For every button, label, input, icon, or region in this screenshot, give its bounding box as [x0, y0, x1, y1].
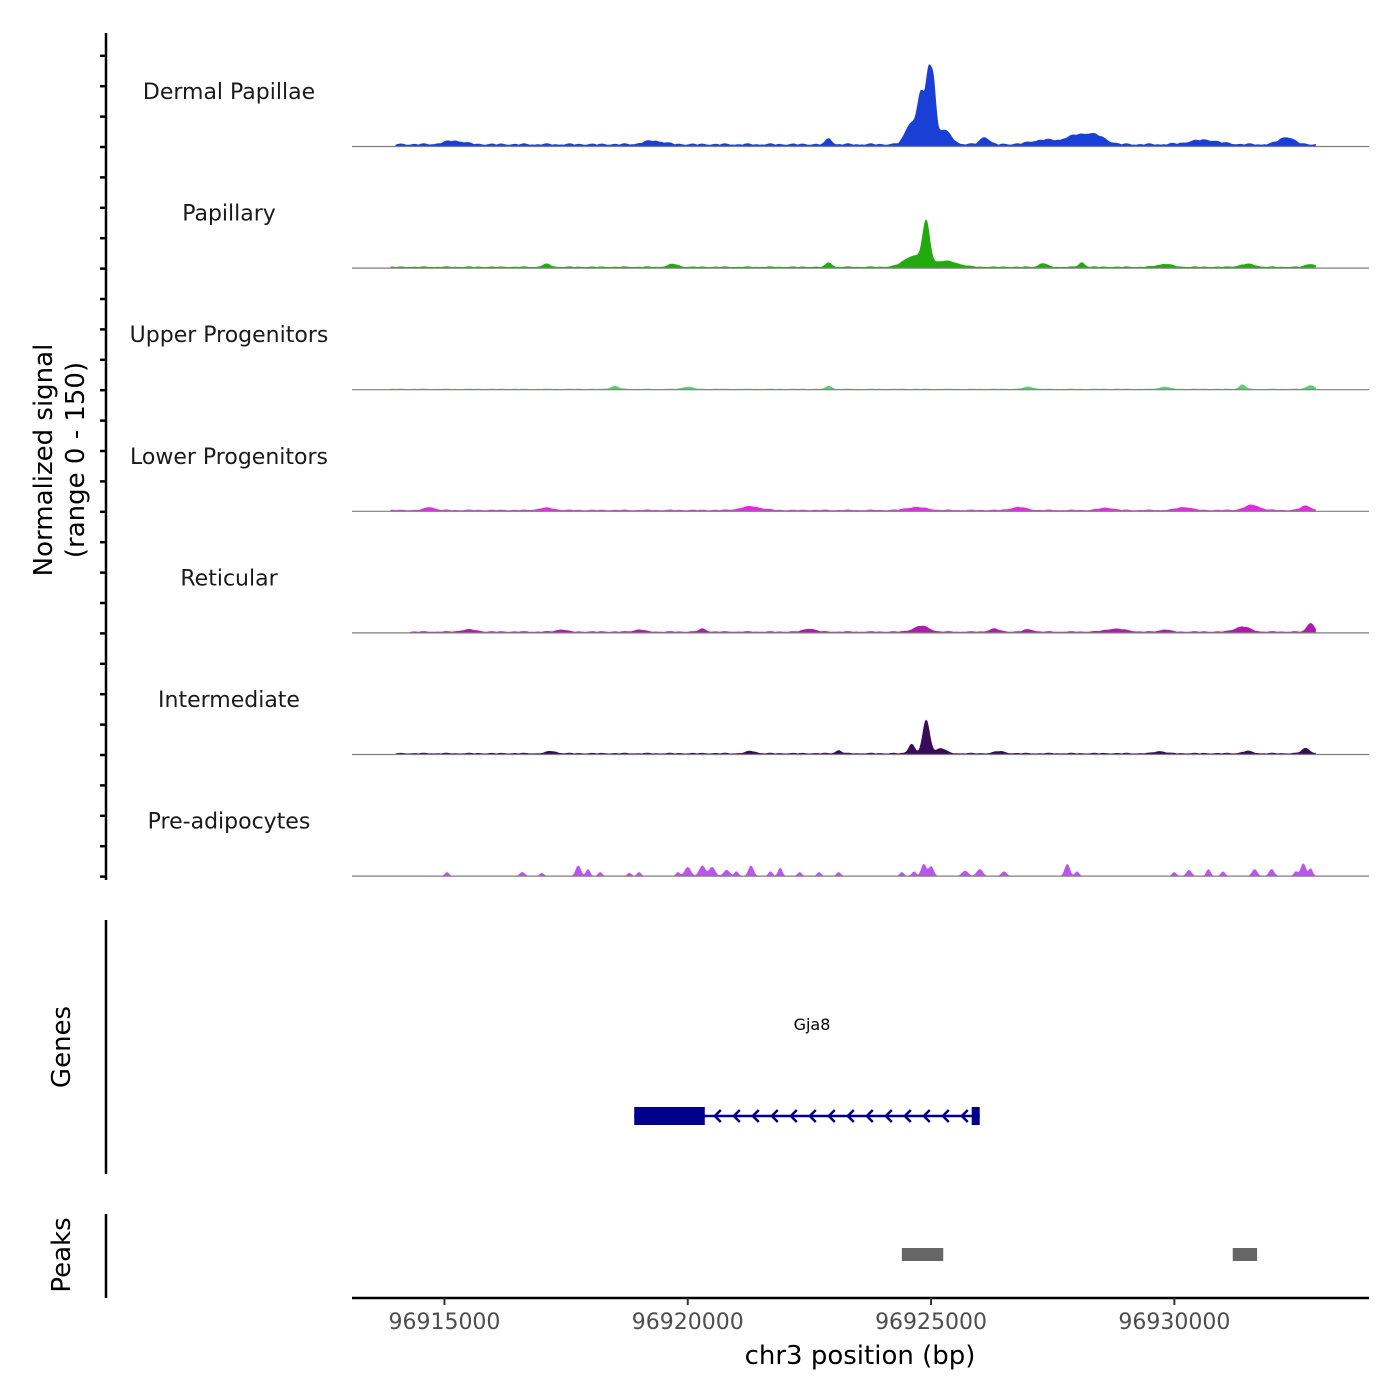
gene-strand-arrow: [827, 1109, 836, 1123]
coverage-track: [352, 504, 1369, 512]
coverage-tracks: [352, 64, 1369, 877]
gene-strand-arrow: [884, 1109, 893, 1123]
gene-strand-arrow: [751, 1109, 760, 1123]
gene-strand-arrow: [846, 1109, 855, 1123]
track-label: Papillary: [182, 202, 276, 227]
gene-strand-arrow: [713, 1109, 722, 1123]
gene-strand-arrow: [903, 1109, 912, 1123]
x-axis: 96915000 96920000 96925000 96930000 chr3 po…: [352, 1296, 1369, 1371]
x-tick-label: 96925000: [875, 1310, 987, 1335]
track-label: Pre-adipocytes: [148, 810, 311, 835]
gene-strand-arrow: [770, 1109, 779, 1123]
coverage-track: [352, 64, 1369, 148]
signal-y-axis: Normalized signal (range 0 - 150): [29, 33, 108, 880]
coverage-area: [429, 863, 1316, 877]
x-tick-label: 96920000: [632, 1310, 744, 1335]
genes-axis-title: Genes: [47, 1006, 77, 1088]
peaks-axis-title: Peaks: [47, 1217, 77, 1292]
track-label: Dermal Papillae: [143, 80, 315, 105]
track-labels: Dermal Papillae Papillary Upper Progenitor…: [130, 80, 329, 835]
gene-strand-arrow: [732, 1109, 741, 1123]
genes-panel: Genes Gja8: [47, 920, 980, 1174]
coverage-track: [352, 719, 1369, 756]
coverage-area: [395, 719, 1316, 755]
gene-model: [634, 1107, 980, 1125]
coverage-area: [390, 504, 1316, 512]
peaks-panel: Peaks: [47, 1214, 1258, 1298]
gene-strand-arrow: [789, 1109, 798, 1123]
track-label: Lower Progenitors: [130, 445, 328, 470]
signal-y-ticks: [100, 54, 106, 878]
gene-exon: [634, 1107, 705, 1125]
gene-strand-arrow: [960, 1109, 969, 1123]
coverage-track: [352, 219, 1369, 269]
signal-y-axis-title-line2: (range 0 - 150): [61, 362, 91, 558]
signal-y-axis-title-line1: Normalized signal: [29, 344, 59, 577]
gene-strand-arrow: [808, 1109, 817, 1123]
gene-exon: [971, 1107, 980, 1125]
coverage-area: [395, 64, 1316, 147]
peak-region: [1232, 1248, 1258, 1261]
coverage-area: [410, 623, 1316, 634]
track-label: Upper Progenitors: [130, 323, 329, 348]
coverage-area: [390, 384, 1316, 390]
gene-strand-arrow: [941, 1109, 950, 1123]
peak-bars: [901, 1248, 1258, 1261]
gene-name-label: Gja8: [794, 1015, 831, 1034]
track-label: Intermediate: [158, 688, 300, 713]
x-tick-label: 96930000: [1118, 1310, 1230, 1335]
peak-region: [901, 1248, 944, 1261]
coverage-track: [352, 384, 1369, 391]
coverage-track: [352, 863, 1369, 877]
coverage-area: [390, 219, 1316, 269]
gene-strand-arrow: [865, 1109, 874, 1123]
x-tick-label: 96915000: [388, 1310, 500, 1335]
gene-strand-arrow: [922, 1109, 931, 1123]
track-label: Reticular: [180, 566, 278, 591]
coverage-track: [352, 623, 1369, 634]
x-axis-title: chr3 position (bp): [745, 1341, 976, 1371]
x-ticks: 96915000 96920000 96925000 96930000: [388, 1298, 1230, 1335]
